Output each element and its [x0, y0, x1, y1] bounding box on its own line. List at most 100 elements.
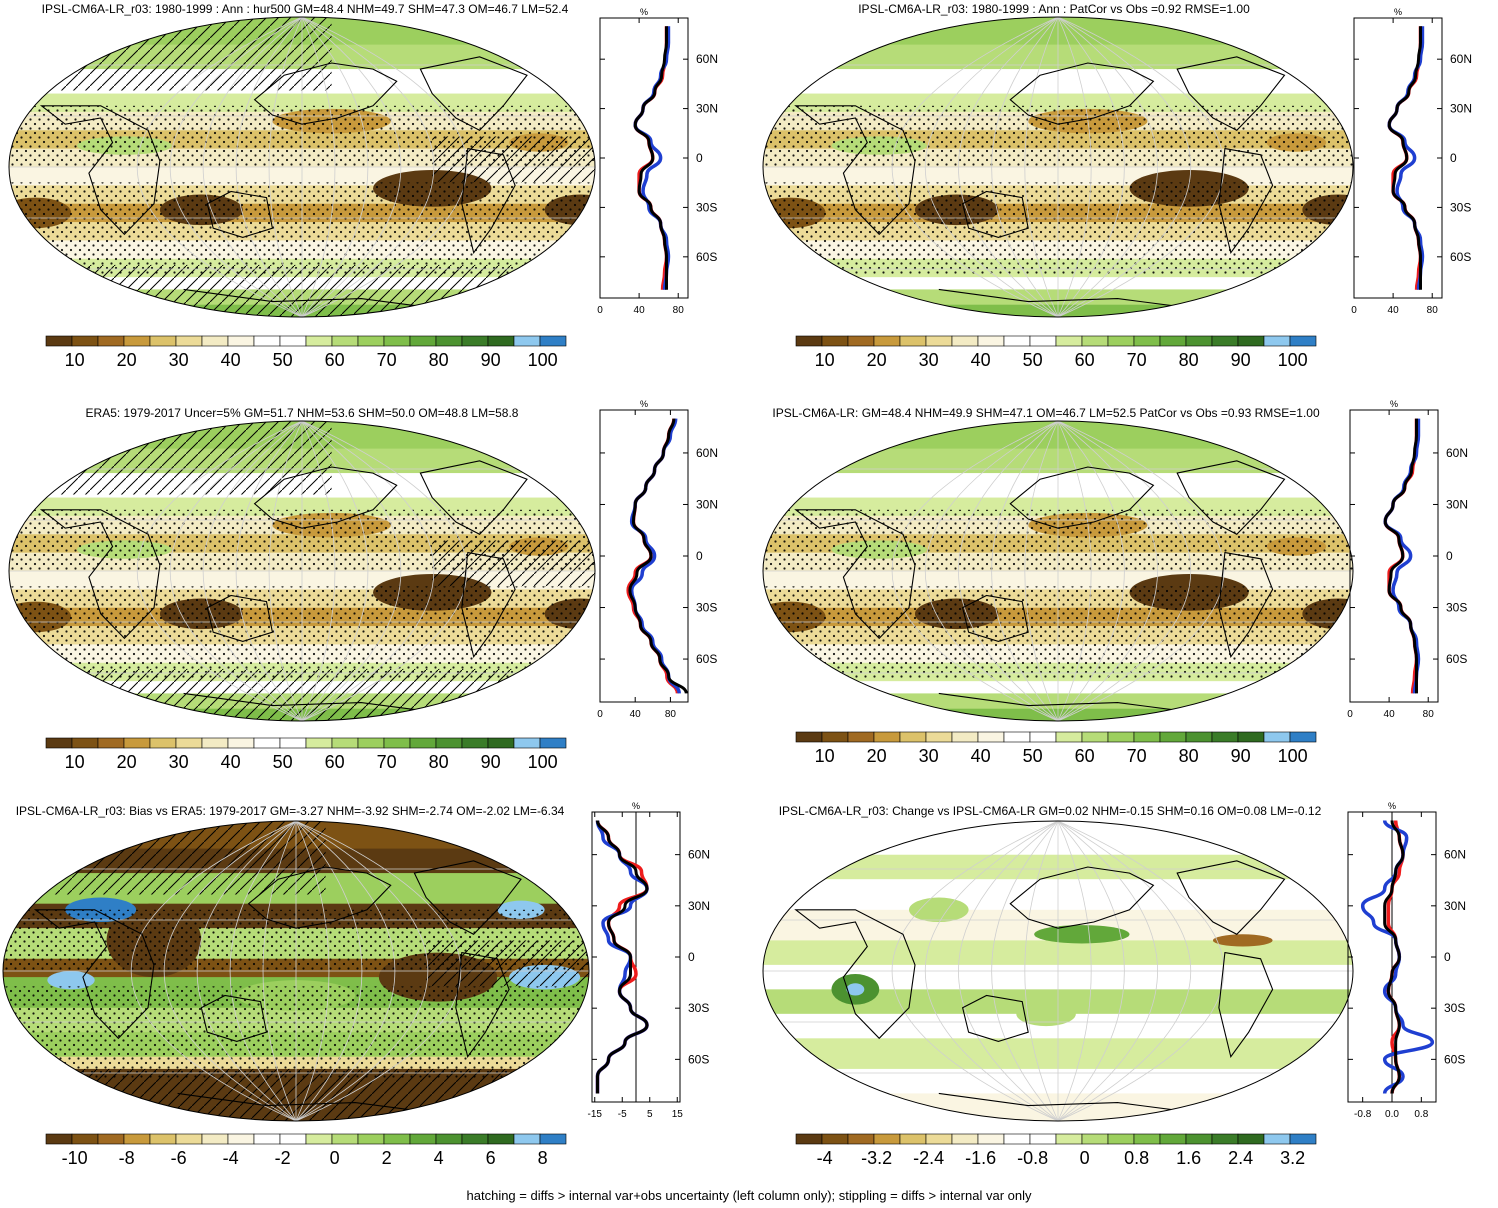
y-tick-label: 60N [1444, 848, 1466, 862]
colorbar-label: 60 [1075, 746, 1095, 766]
y-tick-label: 30S [1446, 601, 1467, 615]
unit-label: % [1394, 7, 1402, 17]
colorbar-swatch [1133, 1133, 1161, 1145]
y-tick-label: 60N [696, 446, 718, 460]
y-tick-label: 30S [1450, 200, 1471, 214]
y-tick-label: 0 [696, 549, 703, 563]
zonal-mean-plot: % -0.8 0.0 0.8 60N 30N 0 30S 60S [1347, 801, 1466, 1120]
zonal-series-line [628, 418, 688, 694]
unit-label: % [640, 399, 648, 409]
colorbar-swatch [1107, 731, 1135, 743]
colorbar-label: 4 [434, 1148, 444, 1168]
colorbar-swatch [253, 335, 281, 347]
x-tick-label: 15 [672, 1109, 684, 1120]
zonal-series-line [596, 820, 649, 1094]
colorbar-label: 60 [325, 350, 345, 370]
colorbar-label: 40 [221, 350, 241, 370]
colorbar-swatch [305, 335, 333, 347]
y-tick-label: 60N [696, 52, 718, 66]
colorbar-label: 90 [1231, 746, 1251, 766]
colorbar-label: 0.8 [1124, 1148, 1149, 1168]
unit-label: % [640, 7, 648, 17]
colorbar-swatch [97, 1133, 125, 1145]
world-map [762, 420, 1354, 722]
colorbar-swatch [149, 737, 177, 749]
x-tick-label: 80 [665, 709, 677, 720]
colorbar-label: 100 [528, 752, 558, 772]
colorbar-label: 40 [221, 752, 241, 772]
colorbar-swatch [1107, 1133, 1135, 1145]
panel-title: ERA5: 1979-2017 Uncer=5% GM=51.7 NHM=53.… [85, 406, 519, 420]
colorbar-label: -8 [119, 1148, 135, 1168]
y-tick-label: 60N [688, 848, 710, 862]
colorbar-swatch [487, 737, 515, 749]
colorbar-swatch [847, 1133, 875, 1145]
colorbar-swatch [71, 335, 99, 347]
y-tick-label: 30N [696, 497, 718, 511]
colorbar-swatch [873, 335, 901, 347]
colorbar-swatch [409, 737, 437, 749]
y-tick-label: 30S [1444, 1001, 1465, 1015]
colorbar-label: 10 [65, 350, 85, 370]
zonal-mean-plot: % -15 -5 5 15 60N 30N 0 30S 60S [588, 801, 710, 1120]
colorbar-swatch [1289, 1133, 1317, 1145]
y-tick-label: 60S [1446, 652, 1467, 666]
colorbar-swatch [331, 1133, 359, 1145]
colorbar-label: 10 [815, 350, 835, 370]
colorbar-label: 2.4 [1228, 1148, 1253, 1168]
unit-label: % [632, 801, 640, 811]
colorbar-swatch [227, 335, 255, 347]
colorbar-swatch [1081, 1133, 1109, 1145]
y-tick-label: 30N [688, 899, 710, 913]
colorbar-label: 6 [486, 1148, 496, 1168]
colorbar-swatch [1159, 335, 1187, 347]
colorbar-label: 20 [117, 350, 137, 370]
colorbar-swatch [461, 335, 489, 347]
colorbar-label: 100 [528, 350, 558, 370]
colorbar-label: 0 [330, 1148, 340, 1168]
colorbar-swatch [279, 1133, 307, 1145]
y-tick-label: 0 [1444, 950, 1451, 964]
x-tick-label: -0.8 [1354, 1109, 1372, 1120]
y-tick-label: 60S [696, 250, 717, 264]
colorbar-swatch [1211, 731, 1239, 743]
colorbar-swatch [1029, 1133, 1057, 1145]
colorbar: 102030405060708090100110 [45, 737, 567, 772]
colorbar-swatch [1185, 1133, 1213, 1145]
colorbar-label: 90 [481, 350, 501, 370]
colorbar-label: 70 [1127, 746, 1147, 766]
colorbar-swatch [253, 1133, 281, 1145]
x-tick-label: 5 [647, 1109, 653, 1120]
colorbar-label: 70 [377, 752, 397, 772]
x-tick-label: -15 [588, 1109, 603, 1120]
colorbar-label: 100 [1278, 350, 1308, 370]
colorbar: -10-8-6-4-20246810 [45, 1133, 567, 1168]
colorbar-label: 1.6 [1176, 1148, 1201, 1168]
colorbar-swatch [461, 1133, 489, 1145]
colorbar-label: 40 [971, 746, 991, 766]
colorbar-swatch [925, 731, 953, 743]
colorbar-swatch [977, 1133, 1005, 1145]
colorbar-swatch [951, 335, 979, 347]
colorbar-swatch [175, 335, 203, 347]
colorbar-swatch [331, 737, 359, 749]
colorbar-swatch [821, 335, 849, 347]
colorbar-swatch [409, 1133, 437, 1145]
colorbar-label: 30 [919, 350, 939, 370]
zonal-series-line [1387, 26, 1422, 290]
y-tick-label: 30S [696, 200, 717, 214]
colorbar-swatch [1003, 335, 1031, 347]
colorbar-swatch [951, 1133, 979, 1145]
colorbar-label: 30 [169, 752, 189, 772]
colorbar-swatch [487, 1133, 515, 1145]
colorbar-swatch [977, 731, 1005, 743]
colorbar-swatch [899, 731, 927, 743]
colorbar-swatch [175, 737, 203, 749]
unit-label: % [1390, 399, 1398, 409]
colorbar-swatch [899, 1133, 927, 1145]
colorbar-swatch [795, 335, 823, 347]
colorbar-label: -3.2 [861, 1148, 892, 1168]
colorbar: -4-3.2-2.4-1.6-0.800.81.62.43.24 [795, 1133, 1317, 1168]
colorbar-label: 40 [971, 350, 991, 370]
colorbar-swatch [1107, 335, 1135, 347]
